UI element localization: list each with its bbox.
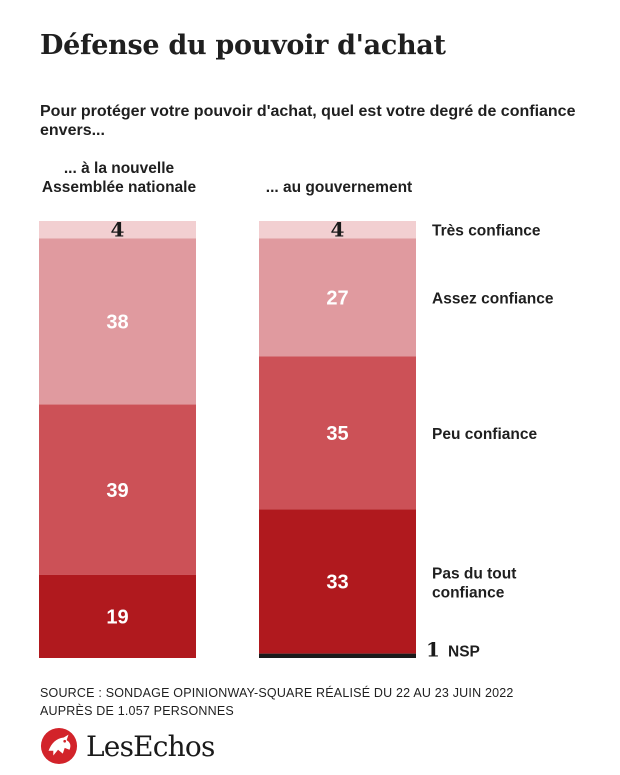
legend-label-peu-confiance: Peu confiance [432, 426, 537, 443]
bar-assemblee-tres-confiance [39, 221, 196, 239]
value-label-assemblee-peu-confiance: 39 [106, 480, 128, 502]
lion-logo-icon [40, 727, 78, 765]
source-line-2: AUPRÈS DE 1.057 PERSONNES [40, 704, 234, 718]
value-label-gouvernement-assez-confiance: 27 [326, 287, 348, 309]
brand-name: LesEchos [86, 729, 215, 763]
chart-title: Défense du pouvoir d'achat [40, 30, 446, 61]
chart-subtitle: Pour protéger votre pouvoir d'achat, que… [40, 103, 576, 139]
les-echos-logo: LesEchos [40, 726, 215, 766]
value-label-gouvernement-pas-du-tout-confiance: 33 [326, 572, 348, 594]
bar-gouvernement-peu-confiance [259, 356, 416, 510]
column-label-gouvernement: ... au gouvernement [265, 179, 413, 196]
value-label-gouvernement-nsp: 1 [426, 638, 440, 662]
bar-gouvernement-assez-confiance [259, 238, 416, 357]
legend-label-pas-du-tout-confiance: Pas du tout confiance [432, 566, 516, 602]
source-note: SOURCE : SONDAGE OPINIONWAY-SQUARE RÉALI… [40, 684, 600, 720]
legend-label-nsp: NSP [448, 644, 480, 661]
value-label-gouvernement-tres-confiance: 4 [331, 218, 345, 242]
value-label-assemblee-assez-confiance: 38 [106, 312, 128, 334]
bar-gouvernement-nsp [259, 653, 416, 658]
bar-assemblee-pas-du-tout-confiance [39, 574, 196, 658]
value-label-assemblee-tres-confiance: 4 [111, 218, 125, 242]
source-line-1: SOURCE : SONDAGE OPINIONWAY-SQUARE RÉALI… [40, 686, 514, 700]
bar-gouvernement-pas-du-tout-confiance [259, 509, 416, 654]
legend-label-assez-confiance: Assez confiance [432, 290, 554, 307]
value-label-gouvernement-peu-confiance: 35 [326, 423, 348, 445]
bar-gouvernement-tres-confiance [259, 221, 416, 239]
column-label-assemblee: ... à la nouvelle Assemblée nationale [41, 160, 197, 196]
bar-assemblee-assez-confiance [39, 238, 196, 405]
value-label-assemblee-pas-du-tout-confiance: 19 [106, 606, 128, 628]
legend-label-tres-confiance: Très confiance [432, 223, 541, 240]
bar-assemblee-peu-confiance [39, 404, 196, 575]
